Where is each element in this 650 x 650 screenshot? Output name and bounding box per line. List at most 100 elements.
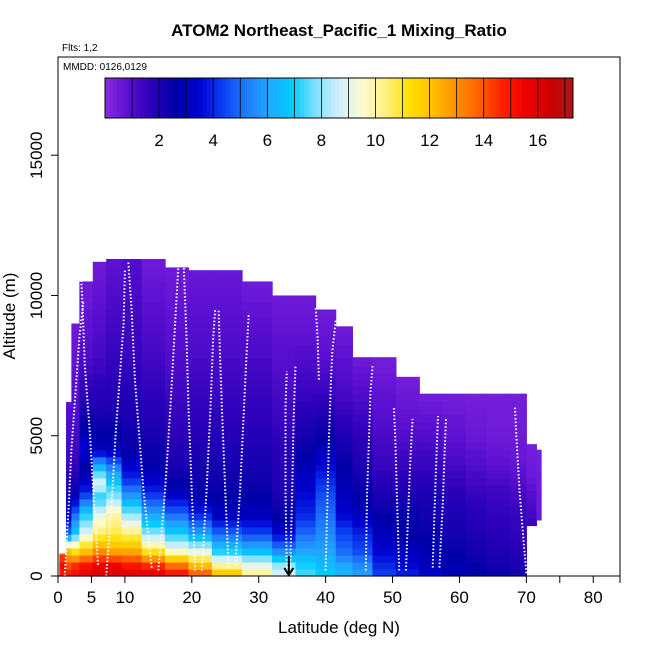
heatmap-cell xyxy=(442,435,467,444)
heatmap-cell xyxy=(315,400,337,409)
heatmap-cell xyxy=(211,435,243,444)
heatmap-cell xyxy=(372,540,397,549)
colorbar-swatch xyxy=(315,78,320,118)
heatmap-cell xyxy=(335,400,353,409)
heatmap-cell xyxy=(352,512,374,521)
heatmap-column xyxy=(141,258,166,577)
heatmap-cell xyxy=(211,337,243,346)
heatmap-cell xyxy=(71,337,81,346)
heatmap-cell xyxy=(165,463,190,472)
heatmap-cell xyxy=(71,554,81,563)
heatmap-cell xyxy=(241,568,273,577)
heatmap-cell xyxy=(165,365,190,374)
heatmap-cell xyxy=(526,462,537,470)
heatmap-column xyxy=(372,357,397,577)
heatmap-cell xyxy=(352,568,374,577)
heatmap-cell xyxy=(272,351,297,360)
heatmap-cell xyxy=(106,316,123,325)
heatmap-cell xyxy=(272,547,297,556)
colorbar-swatch xyxy=(163,78,168,118)
heatmap-cell xyxy=(165,309,190,318)
heatmap-cell xyxy=(188,337,213,346)
colorbar-swatch xyxy=(116,78,122,118)
heatmap-cell xyxy=(71,484,81,493)
colorbar-swatch xyxy=(296,78,301,118)
colorbar-swatch xyxy=(339,78,344,118)
heatmap-cell xyxy=(141,512,166,521)
heatmap-cell xyxy=(241,435,273,444)
heatmap-cell xyxy=(419,449,444,458)
colorbar-swatch xyxy=(307,78,313,118)
heatmap-cell xyxy=(79,470,94,479)
heatmap-cell xyxy=(106,393,123,402)
heatmap-cell xyxy=(211,477,243,486)
colorbar-swatch xyxy=(420,78,426,118)
heatmap-cell xyxy=(188,442,213,451)
heatmap-cell xyxy=(141,379,166,388)
heatmap-cell xyxy=(92,337,107,346)
heatmap-cell xyxy=(395,386,420,395)
heatmap-cell xyxy=(106,302,123,311)
heatmap-cell xyxy=(241,400,273,409)
heatmap-cell xyxy=(188,281,213,290)
colorbar-swatch xyxy=(241,78,246,118)
heatmap-cell xyxy=(188,561,213,570)
heatmap-cell xyxy=(66,540,72,549)
heatmap-cell xyxy=(79,358,94,367)
heatmap-cell xyxy=(241,414,273,423)
heatmap-cell xyxy=(121,309,143,318)
heatmap-cell xyxy=(71,540,81,549)
heatmap-cell xyxy=(92,267,107,276)
heatmap-cell xyxy=(106,344,123,353)
heatmap-cell xyxy=(442,470,467,479)
heatmap-cell xyxy=(272,568,297,577)
heatmap-cell xyxy=(395,463,420,472)
heatmap-cell xyxy=(509,561,527,570)
heatmap-cell xyxy=(335,456,353,465)
heatmap-cell xyxy=(66,456,72,465)
x-tick-label: 30 xyxy=(249,588,268,607)
heatmap-cell xyxy=(121,456,143,465)
heatmap-cell xyxy=(92,554,107,563)
heatmap-cell xyxy=(188,309,213,318)
heatmap-cell xyxy=(395,449,420,458)
heatmap-cell xyxy=(188,554,213,563)
heatmap-cell xyxy=(106,477,123,486)
heatmap-cell xyxy=(419,526,444,535)
heatmap-cell xyxy=(352,414,374,423)
heatmap-cell xyxy=(79,547,94,556)
heatmap-cell xyxy=(141,414,166,423)
colorbar-tick-label: 2 xyxy=(154,131,163,150)
heatmap-cell xyxy=(106,309,123,318)
heatmap-cell xyxy=(211,442,243,451)
heatmap-cell xyxy=(526,518,537,527)
heatmap-cell xyxy=(526,504,537,513)
heatmap-cell xyxy=(106,407,123,416)
heatmap-cell xyxy=(509,393,527,402)
heatmap-cell xyxy=(536,512,542,521)
heatmap-cell xyxy=(315,323,337,332)
heatmap-cell xyxy=(165,351,190,360)
heatmap-cell xyxy=(395,484,420,493)
x-tick-label: 50 xyxy=(383,588,402,607)
heatmap-cell xyxy=(188,358,213,367)
flight-track xyxy=(438,418,447,568)
heatmap-cell xyxy=(335,540,353,549)
heatmap-cell xyxy=(66,561,72,570)
heatmap-cell xyxy=(335,547,353,556)
colorbar-swatch xyxy=(475,78,480,118)
heatmap-cell xyxy=(486,477,511,486)
heatmap-cell xyxy=(419,491,444,500)
heatmap-cell xyxy=(466,456,487,465)
heatmap-cell xyxy=(211,316,243,325)
heatmap-cell xyxy=(79,309,94,318)
heatmap-column xyxy=(536,449,542,521)
heatmap-cell xyxy=(141,288,166,297)
heatmap-cell xyxy=(92,512,107,521)
heatmap-column xyxy=(66,402,72,577)
heatmap-cell xyxy=(241,393,273,402)
heatmap-cell xyxy=(71,470,81,479)
heatmap-cell xyxy=(372,498,397,507)
heatmap-cell xyxy=(295,386,317,395)
heatmap-cell xyxy=(395,477,420,486)
